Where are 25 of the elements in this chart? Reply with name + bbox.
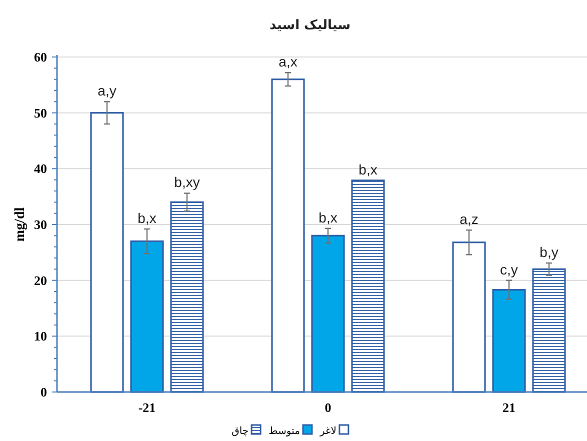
data-label: c,y: [500, 261, 518, 278]
y-tick-label: 60: [34, 50, 47, 64]
y-tick-label: 40: [34, 161, 47, 176]
y-tick-label: 50: [34, 105, 47, 120]
y-tick-label: 10: [34, 328, 47, 344]
y-tick-label: 0: [40, 384, 47, 400]
data-label: b,xy: [174, 174, 200, 190]
data-label: b,x: [318, 209, 338, 226]
data-label: b,x: [138, 210, 156, 226]
chart-title: سیالیک اسید: [269, 18, 351, 33]
data-label: b,y: [540, 244, 558, 260]
legend: لاغر متوسط چاق: [232, 424, 350, 437]
y-tick-label: 20: [34, 272, 47, 288]
legend-label: متوسط: [268, 426, 300, 437]
x-tick-label: 0: [324, 400, 332, 415]
y-tick-label: 30: [34, 217, 47, 232]
legend-label: چاق: [232, 426, 249, 437]
data-label: a,y: [98, 82, 116, 99]
data-label: a,x: [278, 54, 298, 70]
y-axis-title: mg/dl: [13, 207, 28, 242]
x-tick-label: 21: [502, 400, 516, 415]
data-label: a,z: [460, 211, 478, 228]
x-tick-label: -21: [138, 400, 156, 415]
data-label: b,x: [358, 161, 378, 178]
legend-label: لاغر: [318, 426, 336, 437]
